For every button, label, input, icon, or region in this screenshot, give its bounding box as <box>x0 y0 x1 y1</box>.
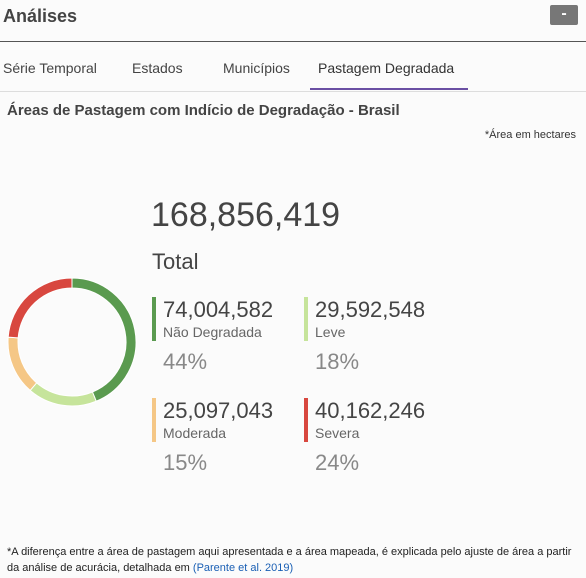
legend-swatch <box>304 297 308 341</box>
legend-percent: 18% <box>315 349 360 374</box>
tab[interactable]: Estados <box>132 60 183 76</box>
legend-value: 25,097,043 <box>163 398 274 423</box>
legend-percent: 44% <box>163 349 208 374</box>
footnote-text: *A diferença entre a área de pastagem aq… <box>7 546 572 574</box>
total-label: Total <box>152 249 199 274</box>
tab-divider <box>0 91 586 92</box>
collapse-button[interactable]: - <box>550 5 578 25</box>
legend-swatch <box>304 398 308 442</box>
reference-link[interactable]: (Parente et al. 2019) <box>192 562 294 574</box>
total-value: 168,856,419 <box>151 196 341 234</box>
legend-value: 29,592,548 <box>315 297 426 322</box>
donut-segment <box>7 277 73 339</box>
tab[interactable]: Série Temporal <box>3 60 97 76</box>
legend-value: 74,004,582 <box>163 297 274 322</box>
unit-note: *Área em hectares <box>484 129 576 141</box>
tab[interactable]: Municípios <box>223 60 290 76</box>
legend-value: 40,162,246 <box>315 398 426 423</box>
donut-segment <box>7 336 38 392</box>
legend-swatch <box>152 297 156 341</box>
legend-swatch <box>152 398 156 442</box>
header-title: Análises <box>3 6 78 26</box>
header-divider <box>0 41 586 42</box>
legend-label: Moderada <box>163 425 227 441</box>
donut-segment <box>29 382 97 407</box>
donut-segment <box>71 277 137 402</box>
active-tab-underline <box>310 88 468 90</box>
legend-label: Não Degradada <box>163 324 262 340</box>
legend-label: Leve <box>315 324 346 340</box>
donut-chart <box>7 277 137 407</box>
footnote: *A diferença entre a área de pastagem aq… <box>7 544 577 576</box>
panel-title: Áreas de Pastagem com Indício de Degrada… <box>7 102 400 119</box>
tab[interactable]: Pastagem Degradada <box>318 60 455 76</box>
legend-percent: 15% <box>163 450 208 475</box>
legend-percent: 24% <box>315 450 360 475</box>
legend-label: Severa <box>315 425 360 441</box>
